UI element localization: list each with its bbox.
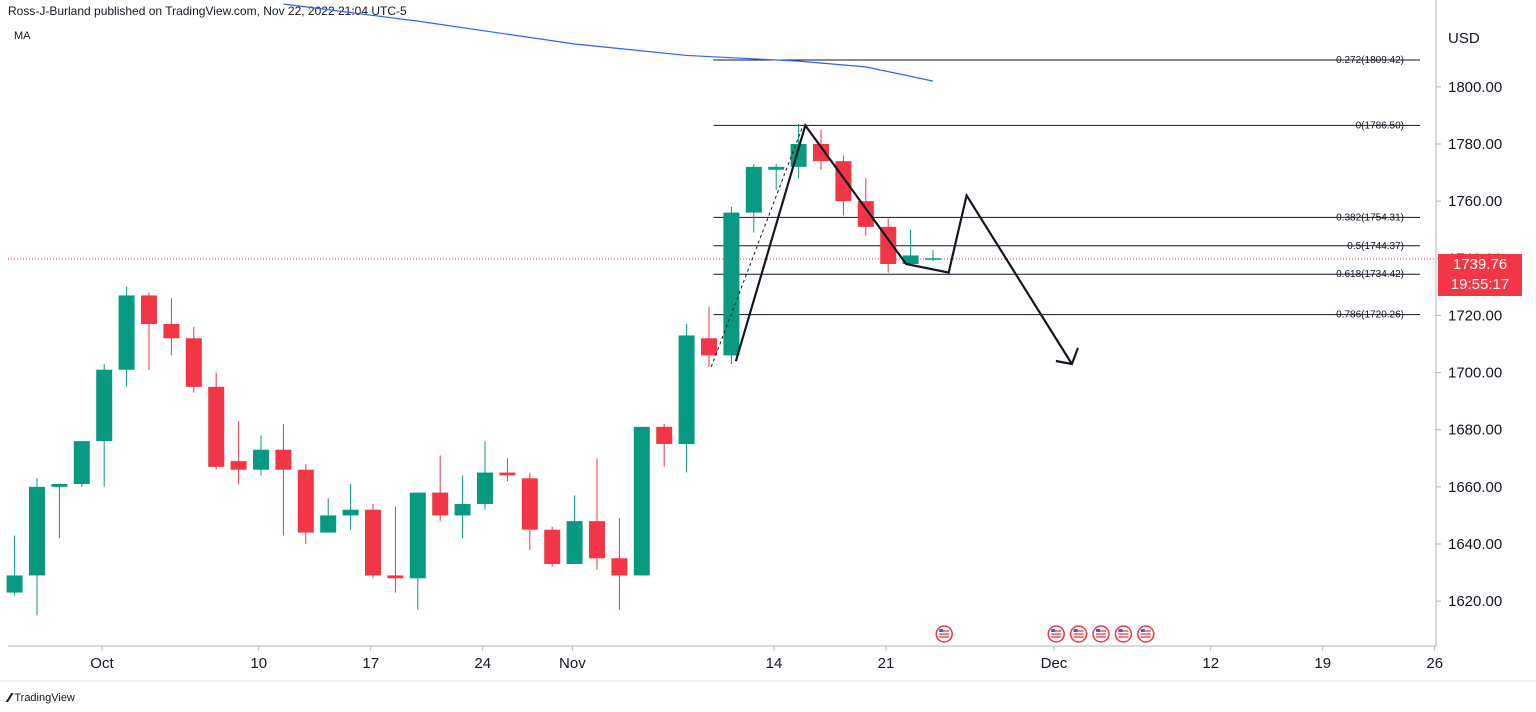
projection-path [734, 122, 1073, 365]
flag-canton [1051, 629, 1056, 632]
candle-body-up [409, 492, 426, 579]
candle-body-down [297, 469, 314, 533]
candle-body-down [857, 201, 874, 227]
candle-body-up [342, 509, 359, 516]
candle-body-down [499, 472, 516, 476]
time-tick-label: 26 [1426, 655, 1443, 672]
candle-body-down [835, 161, 852, 202]
flag-canton [1118, 629, 1123, 632]
price-tick-label: 1680.00 [1448, 422, 1502, 439]
last-price-value: 1739.76 [1452, 256, 1508, 273]
candle-body-up [51, 484, 68, 487]
candle-body-down [701, 338, 717, 356]
candle-body-down [387, 575, 404, 579]
candle-body-down [611, 558, 628, 576]
candle-body-down [365, 509, 381, 576]
candle-body-up [633, 426, 650, 576]
candle-body-down [163, 324, 180, 339]
price-tick-label: 1760.00 [1448, 193, 1502, 210]
time-tick-label: 17 [362, 655, 379, 672]
fib-level-label: 0.618(1734.42) [1336, 269, 1404, 280]
tradingview-logo-icon: ⁄⁄ [8, 690, 12, 705]
candle-body-down [813, 144, 829, 162]
currency-label: USD [1448, 30, 1480, 47]
price-tick-label: 1780.00 [1448, 136, 1502, 153]
flag-canton [1096, 629, 1100, 632]
candle-body-up [96, 369, 113, 442]
candle-body-down [589, 521, 605, 559]
time-tick-label: Nov [559, 655, 586, 672]
candle-body-up [902, 255, 919, 264]
fib-level-label: 0.786(1720.26) [1336, 310, 1404, 321]
time-tick-label: 14 [766, 655, 783, 672]
candle-body-up [925, 258, 941, 260]
flag-canton [1073, 629, 1078, 632]
time-tick-label: 10 [250, 655, 267, 672]
time-tick-label: Dec [1041, 655, 1068, 672]
price-tick-label: 1620.00 [1448, 593, 1502, 610]
candle-body-down [521, 478, 538, 530]
candle-body-down [544, 529, 561, 564]
moving-average-line [283, 3, 934, 82]
fib-level-label: 0(1786.50) [1356, 120, 1404, 131]
candle-body-up [723, 212, 740, 356]
time-tick-label: 19 [1314, 655, 1331, 672]
dashed-trend-line [710, 125, 804, 368]
flag-canton [939, 629, 944, 632]
candle-body-up [745, 166, 762, 213]
candle-body-down [185, 338, 202, 387]
last-price-badge: 1739.76 19:55:17 [1438, 254, 1522, 296]
projection-arrow-head [1055, 347, 1079, 366]
time-tick-label: 24 [474, 655, 491, 672]
candle-body-up [118, 295, 135, 370]
candle-body-down [656, 426, 673, 444]
candle-body-up [566, 521, 583, 564]
candle-body-up [6, 575, 23, 593]
candle-body-down [880, 226, 897, 264]
price-tick-label: 1660.00 [1448, 479, 1502, 496]
time-tick-label: 21 [878, 655, 895, 672]
price-tick-label: 1720.00 [1448, 307, 1502, 324]
fib-level-label: 0.382(1754.31) [1336, 212, 1404, 223]
price-tick-label: 1800.00 [1448, 79, 1502, 96]
candle-body-up [768, 166, 785, 170]
candle-body-up [477, 472, 493, 504]
candle-body-down [275, 449, 292, 470]
moving-average-legend[interactable]: MA [14, 30, 31, 42]
candle-body-up [678, 335, 695, 444]
tradingview-brand: TradingView [14, 691, 75, 704]
flag-canton [1140, 629, 1145, 632]
candle-body-down [432, 492, 449, 516]
candle-body-down [208, 386, 225, 467]
fib-level-label: 0.5(1744.37) [1347, 241, 1404, 252]
candle-body-up [73, 441, 90, 484]
candle-body-down [230, 461, 247, 470]
fib-level-label: -0.272(1809.42) [1333, 55, 1404, 66]
time-tick-label: 12 [1202, 655, 1219, 672]
candle-body-up [29, 486, 45, 576]
candle-body-up [454, 504, 471, 516]
time-tick-label: Oct [90, 655, 114, 672]
price-tick-label: 1700.00 [1448, 365, 1502, 382]
candle-body-down [141, 295, 157, 324]
candle-body-up [320, 515, 337, 533]
bar-countdown: 19:55:17 [1450, 276, 1510, 293]
price-tick-label: 1640.00 [1448, 536, 1502, 553]
candle-body-up [253, 449, 269, 470]
tradingview-logo[interactable]: ⁄⁄ TradingView [8, 690, 75, 705]
